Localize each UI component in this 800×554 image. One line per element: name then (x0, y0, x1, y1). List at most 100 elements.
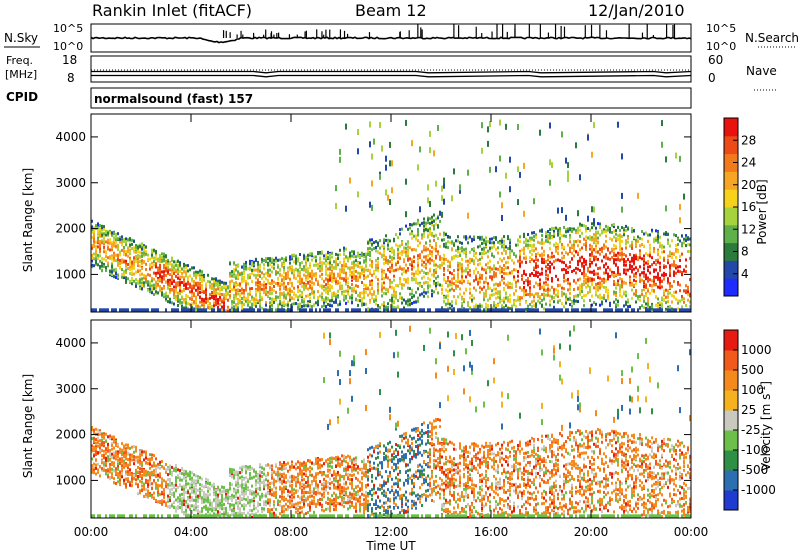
heatmap-cell (469, 291, 471, 295)
heatmap-cell (585, 242, 587, 245)
heatmap-cell (593, 286, 595, 290)
heatmap-cell (633, 308, 635, 312)
heatmap-cell (389, 247, 391, 251)
heatmap-cell (635, 241, 637, 245)
heatmap-cell (615, 253, 617, 257)
heatmap-cell (557, 243, 559, 247)
heatmap-cell (597, 222, 599, 226)
heatmap-cell (561, 207, 563, 214)
heatmap-cell (271, 279, 273, 283)
heatmap-cell (299, 274, 301, 278)
heatmap-cell (387, 261, 389, 264)
heatmap-cell (255, 283, 257, 287)
heatmap-cell (505, 272, 507, 276)
heatmap-cell (481, 251, 483, 255)
nave-line (91, 70, 692, 74)
heatmap-cell (655, 295, 657, 299)
heatmap-cell (133, 246, 135, 250)
heatmap-cell (115, 232, 117, 236)
heatmap-cell (613, 279, 615, 283)
heatmap-cell (375, 275, 377, 279)
heatmap-cell (297, 259, 299, 263)
heatmap-cell (385, 234, 387, 238)
heatmap-cell (171, 268, 173, 272)
heatmap-cell (317, 282, 319, 286)
heatmap-cell (543, 292, 545, 296)
heatmap-cell (463, 308, 465, 312)
heatmap-cell (347, 259, 349, 263)
heatmap-cell (221, 310, 223, 312)
heatmap-cell (429, 147, 431, 154)
heatmap-cell (283, 257, 285, 261)
heatmap-cell (125, 278, 127, 282)
heatmap-cell (527, 243, 529, 247)
heatmap-cell (245, 264, 247, 268)
heatmap-cell (283, 300, 285, 304)
heatmap-cell (95, 248, 97, 252)
heatmap-cell (447, 294, 449, 298)
heatmap-cell (279, 308, 281, 312)
heatmap-cell (539, 283, 541, 287)
heatmap-cell (567, 270, 569, 274)
heatmap-cell (389, 285, 391, 289)
heatmap-cell (389, 281, 391, 285)
heatmap-cell (287, 289, 289, 293)
heatmap-cell (91, 225, 93, 229)
heatmap-cell (253, 260, 255, 264)
heatmap-cell (561, 256, 563, 260)
heatmap-cell (215, 303, 217, 306)
heatmap-cell (475, 251, 477, 255)
heatmap-cell (533, 308, 535, 312)
heatmap-cell (631, 240, 633, 244)
heatmap-cell (183, 265, 185, 269)
heatmap-cell (347, 308, 349, 312)
heatmap-cell (423, 235, 425, 238)
heatmap-cell (301, 304, 303, 308)
heatmap-cell (577, 286, 579, 290)
heatmap-cell (621, 285, 623, 289)
heatmap-cell (585, 247, 587, 251)
heatmap-cell (395, 306, 397, 310)
heatmap-cell (655, 275, 657, 279)
heatmap-cell (195, 305, 197, 309)
heatmap-cell (143, 274, 145, 278)
heatmap-cell (361, 281, 363, 284)
heatmap-cell (255, 289, 257, 293)
heatmap-cell (641, 292, 643, 296)
heatmap-cell (635, 281, 637, 285)
heatmap-cell (583, 273, 585, 277)
heatmap-cell (235, 276, 237, 280)
heatmap-cell (137, 262, 139, 266)
heatmap-cell (405, 246, 407, 250)
heatmap-cell (625, 272, 627, 276)
heatmap-cell (661, 296, 663, 300)
heatmap-cell (529, 289, 531, 293)
heatmap-cell (559, 227, 561, 230)
heatmap-cell (549, 246, 551, 250)
heatmap-cell (157, 257, 159, 261)
heatmap-cell (611, 231, 613, 234)
heatmap-cell (537, 271, 539, 275)
heatmap-cell (347, 256, 349, 260)
heatmap-cell (621, 247, 623, 251)
heatmap-cell (197, 308, 199, 312)
heatmap-cell (501, 243, 503, 247)
heatmap-cell (249, 290, 251, 294)
heatmap-cell (539, 301, 541, 305)
heatmap-cell (273, 258, 275, 262)
heatmap-cell (465, 308, 467, 312)
heatmap-cell (653, 268, 655, 272)
heatmap-cell (121, 268, 123, 272)
heatmap-cell (311, 269, 313, 273)
heatmap-cell (227, 286, 229, 290)
heatmap-cell (597, 282, 599, 286)
heatmap-cell (523, 162, 525, 169)
heatmap-cell (591, 236, 593, 240)
heatmap-cell (391, 160, 393, 167)
heatmap-cell (257, 308, 259, 312)
heatmap-cell (423, 221, 425, 225)
heatmap-cell (435, 271, 437, 274)
heatmap-cell (415, 281, 417, 284)
heatmap-cell (651, 302, 653, 306)
heatmap-cell (585, 235, 587, 239)
